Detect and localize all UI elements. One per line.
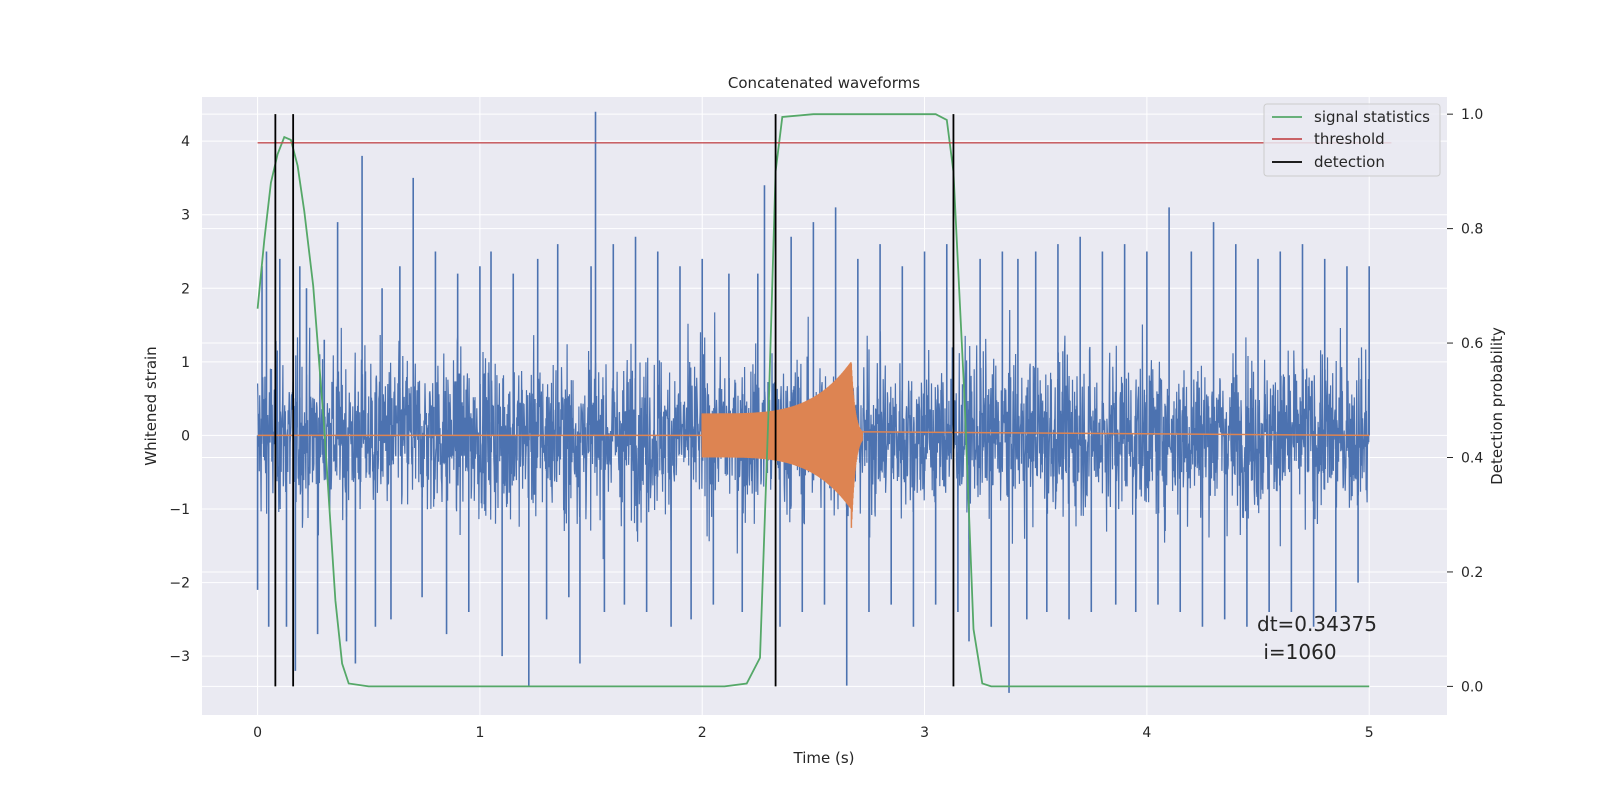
chart-title: Concatenated waveforms (728, 74, 920, 92)
annotation-dt: dt=0.34375 (1257, 612, 1377, 636)
x-tick-label: 4 (1142, 725, 1151, 741)
y-tick-label-left: 0 (181, 428, 190, 444)
x-tick-label: 1 (475, 725, 484, 741)
y-tick-label-left: 4 (181, 134, 190, 150)
legend-label-detection: detection (1314, 153, 1385, 171)
y-axis-label-right: Detection probability (1488, 327, 1506, 485)
y-tick-label-right: 0.0 (1461, 679, 1483, 695)
y-tick-label-left: 2 (181, 281, 190, 297)
detection-lines (274, 114, 955, 687)
x-tick-label: 3 (920, 725, 929, 741)
legend-label-threshold: threshold (1314, 130, 1385, 148)
x-tick-label: 0 (253, 725, 262, 741)
y-tick-label-left: 1 (181, 355, 190, 371)
y-tick-label-left: −2 (169, 576, 190, 592)
x-axis-label: Time (s) (793, 749, 855, 767)
y-tick-label-right: 0.8 (1461, 222, 1483, 238)
annotation: dt=0.34375 i=1060 (1257, 612, 1377, 664)
y-tick-label-right: 1.0 (1461, 107, 1483, 123)
legend-box (1263, 103, 1441, 177)
legend: signal statistics threshold detection (1263, 103, 1441, 177)
axis-ticks: 0 1 2 3 4 5 −3 −2 −1 0 1 2 3 4 0.0 0.2 0.4 0.6 0.8 1.0 (169, 107, 1483, 741)
y-axis-label-left: Whitened strain (142, 346, 160, 465)
y-tick-label-right: 0.6 (1461, 336, 1483, 352)
strain-series (256, 111, 1370, 693)
x-tick-label: 2 (698, 725, 707, 741)
y-tick-label-right: 0.2 (1461, 565, 1483, 581)
signal-statistics-series (256, 113, 1370, 688)
injection-series (257, 362, 1370, 528)
x-tick-label: 5 (1365, 725, 1374, 741)
y-tick-label-left: −3 (169, 649, 190, 665)
injection-trace (257, 362, 1370, 528)
y-tick-label-left: 3 (181, 208, 190, 224)
legend-label-signal: signal statistics (1314, 108, 1430, 126)
y-tick-label-left: −1 (169, 502, 190, 518)
signal-statistics-line (256, 113, 1370, 688)
annotation-i: i=1060 (1257, 640, 1337, 664)
y-tick-label-right: 0.4 (1461, 451, 1483, 467)
